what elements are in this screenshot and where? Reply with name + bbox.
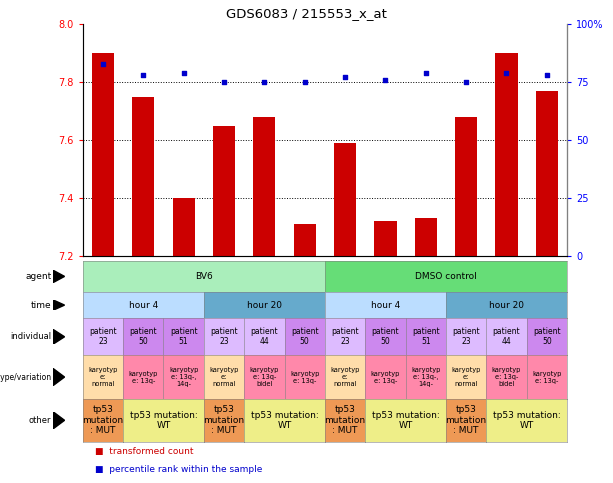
Text: tp53 mutation:
WT: tp53 mutation: WT bbox=[371, 411, 440, 430]
Text: patient
23: patient 23 bbox=[89, 327, 116, 346]
Text: karyotyp
e: 13q-: karyotyp e: 13q- bbox=[129, 370, 158, 384]
Point bbox=[300, 78, 310, 86]
Text: patient
44: patient 44 bbox=[251, 327, 278, 346]
Text: karyotyp
e: 13q-: karyotyp e: 13q- bbox=[290, 370, 319, 384]
Text: karyotyp
e:
normal: karyotyp e: normal bbox=[88, 367, 118, 387]
Bar bbox=[495, 53, 517, 256]
Point bbox=[501, 69, 511, 77]
Text: karyotyp
e: 13q-,
14q-: karyotyp e: 13q-, 14q- bbox=[169, 367, 199, 387]
Text: tp53 mutation:
WT: tp53 mutation: WT bbox=[493, 411, 560, 430]
Text: karyotyp
e:
normal: karyotyp e: normal bbox=[451, 367, 481, 387]
Text: genotype/variation: genotype/variation bbox=[0, 372, 51, 382]
Point bbox=[179, 69, 189, 77]
Text: patient
23: patient 23 bbox=[331, 327, 359, 346]
Polygon shape bbox=[53, 270, 64, 283]
Text: GDS6083 / 215553_x_at: GDS6083 / 215553_x_at bbox=[226, 7, 387, 20]
Text: patient
50: patient 50 bbox=[129, 327, 157, 346]
Text: tp53 mutation:
WT: tp53 mutation: WT bbox=[129, 411, 197, 430]
Text: karyotyp
e:
normal: karyotyp e: normal bbox=[330, 367, 360, 387]
Text: agent: agent bbox=[25, 272, 51, 281]
Text: patient
23: patient 23 bbox=[452, 327, 480, 346]
Point bbox=[259, 78, 269, 86]
Text: patient
50: patient 50 bbox=[533, 327, 561, 346]
Text: hour 4: hour 4 bbox=[371, 300, 400, 310]
Text: patient
50: patient 50 bbox=[291, 327, 319, 346]
Text: patient
44: patient 44 bbox=[493, 327, 520, 346]
Text: karyotyp
e:
normal: karyotyp e: normal bbox=[209, 367, 238, 387]
Bar bbox=[253, 117, 275, 256]
Text: patient
23: patient 23 bbox=[210, 327, 238, 346]
Bar bbox=[172, 198, 195, 256]
Text: patient
51: patient 51 bbox=[170, 327, 197, 346]
Text: hour 4: hour 4 bbox=[129, 300, 158, 310]
Point bbox=[421, 69, 431, 77]
Text: individual: individual bbox=[10, 332, 51, 341]
Text: hour 20: hour 20 bbox=[489, 300, 524, 310]
Text: tp53
mutation
: MUT: tp53 mutation : MUT bbox=[324, 405, 365, 435]
Text: BV6: BV6 bbox=[195, 272, 213, 281]
Text: patient
51: patient 51 bbox=[412, 327, 440, 346]
Text: hour 20: hour 20 bbox=[247, 300, 282, 310]
Bar bbox=[92, 53, 114, 256]
Text: karyotyp
e: 13q-
bidel: karyotyp e: 13q- bidel bbox=[249, 367, 279, 387]
Bar bbox=[294, 224, 316, 256]
Point bbox=[461, 78, 471, 86]
Bar bbox=[334, 143, 356, 256]
Bar bbox=[213, 126, 235, 256]
Point bbox=[139, 71, 148, 79]
Point bbox=[219, 78, 229, 86]
Text: tp53
mutation
: MUT: tp53 mutation : MUT bbox=[204, 405, 245, 435]
Text: tp53 mutation:
WT: tp53 mutation: WT bbox=[251, 411, 318, 430]
Polygon shape bbox=[53, 300, 64, 311]
Point bbox=[381, 76, 390, 84]
Text: karyotyp
e: 13q-,
14q-: karyotyp e: 13q-, 14q- bbox=[411, 367, 441, 387]
Bar bbox=[536, 91, 558, 256]
Bar bbox=[132, 97, 154, 256]
Text: other: other bbox=[29, 416, 51, 425]
Text: time: time bbox=[31, 300, 51, 310]
Text: ■  transformed count: ■ transformed count bbox=[95, 447, 194, 456]
Text: patient
50: patient 50 bbox=[371, 327, 399, 346]
Polygon shape bbox=[53, 329, 64, 344]
Point bbox=[340, 73, 350, 81]
Text: ■  percentile rank within the sample: ■ percentile rank within the sample bbox=[95, 465, 262, 474]
Bar bbox=[375, 221, 397, 256]
Text: DMSO control: DMSO control bbox=[415, 272, 477, 281]
Point bbox=[98, 60, 108, 68]
Polygon shape bbox=[53, 412, 64, 429]
Text: tp53
mutation
: MUT: tp53 mutation : MUT bbox=[446, 405, 487, 435]
Text: karyotyp
e: 13q-
bidel: karyotyp e: 13q- bidel bbox=[492, 367, 521, 387]
Bar bbox=[455, 117, 478, 256]
Text: karyotyp
e: 13q-: karyotyp e: 13q- bbox=[371, 370, 400, 384]
Text: tp53
mutation
: MUT: tp53 mutation : MUT bbox=[82, 405, 123, 435]
Bar bbox=[414, 218, 437, 256]
Text: karyotyp
e: 13q-: karyotyp e: 13q- bbox=[532, 370, 562, 384]
Point bbox=[542, 71, 552, 79]
Polygon shape bbox=[53, 369, 64, 386]
